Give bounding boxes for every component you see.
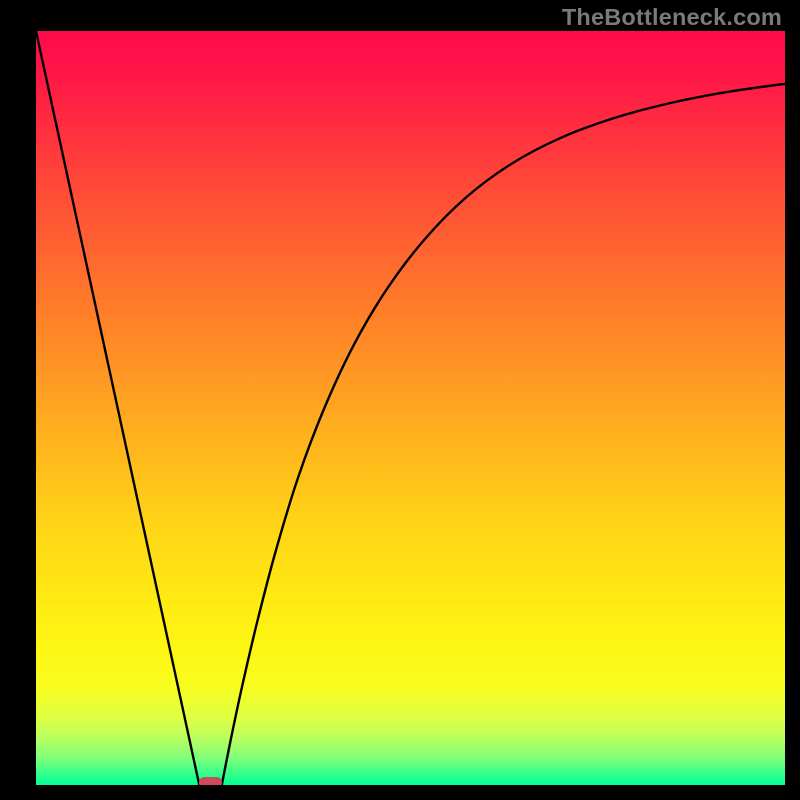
- watermark-text: TheBottleneck.com: [562, 4, 782, 31]
- chart-container: TheBottleneck.com: [0, 0, 800, 800]
- gradient-background: [36, 31, 785, 785]
- plot-frame: [0, 0, 800, 800]
- plot-area: [36, 31, 785, 785]
- valley-marker: [199, 777, 223, 785]
